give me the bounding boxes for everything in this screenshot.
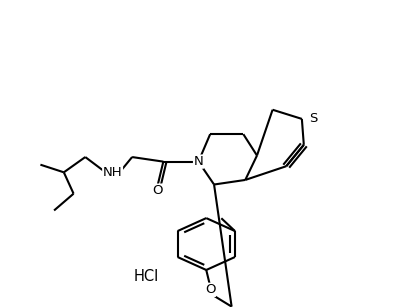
Text: S: S <box>309 112 317 125</box>
Text: O: O <box>205 283 215 296</box>
Text: O: O <box>152 184 163 197</box>
Text: N: N <box>194 155 203 168</box>
Text: HCl: HCl <box>133 269 158 284</box>
Text: NH: NH <box>103 166 122 179</box>
